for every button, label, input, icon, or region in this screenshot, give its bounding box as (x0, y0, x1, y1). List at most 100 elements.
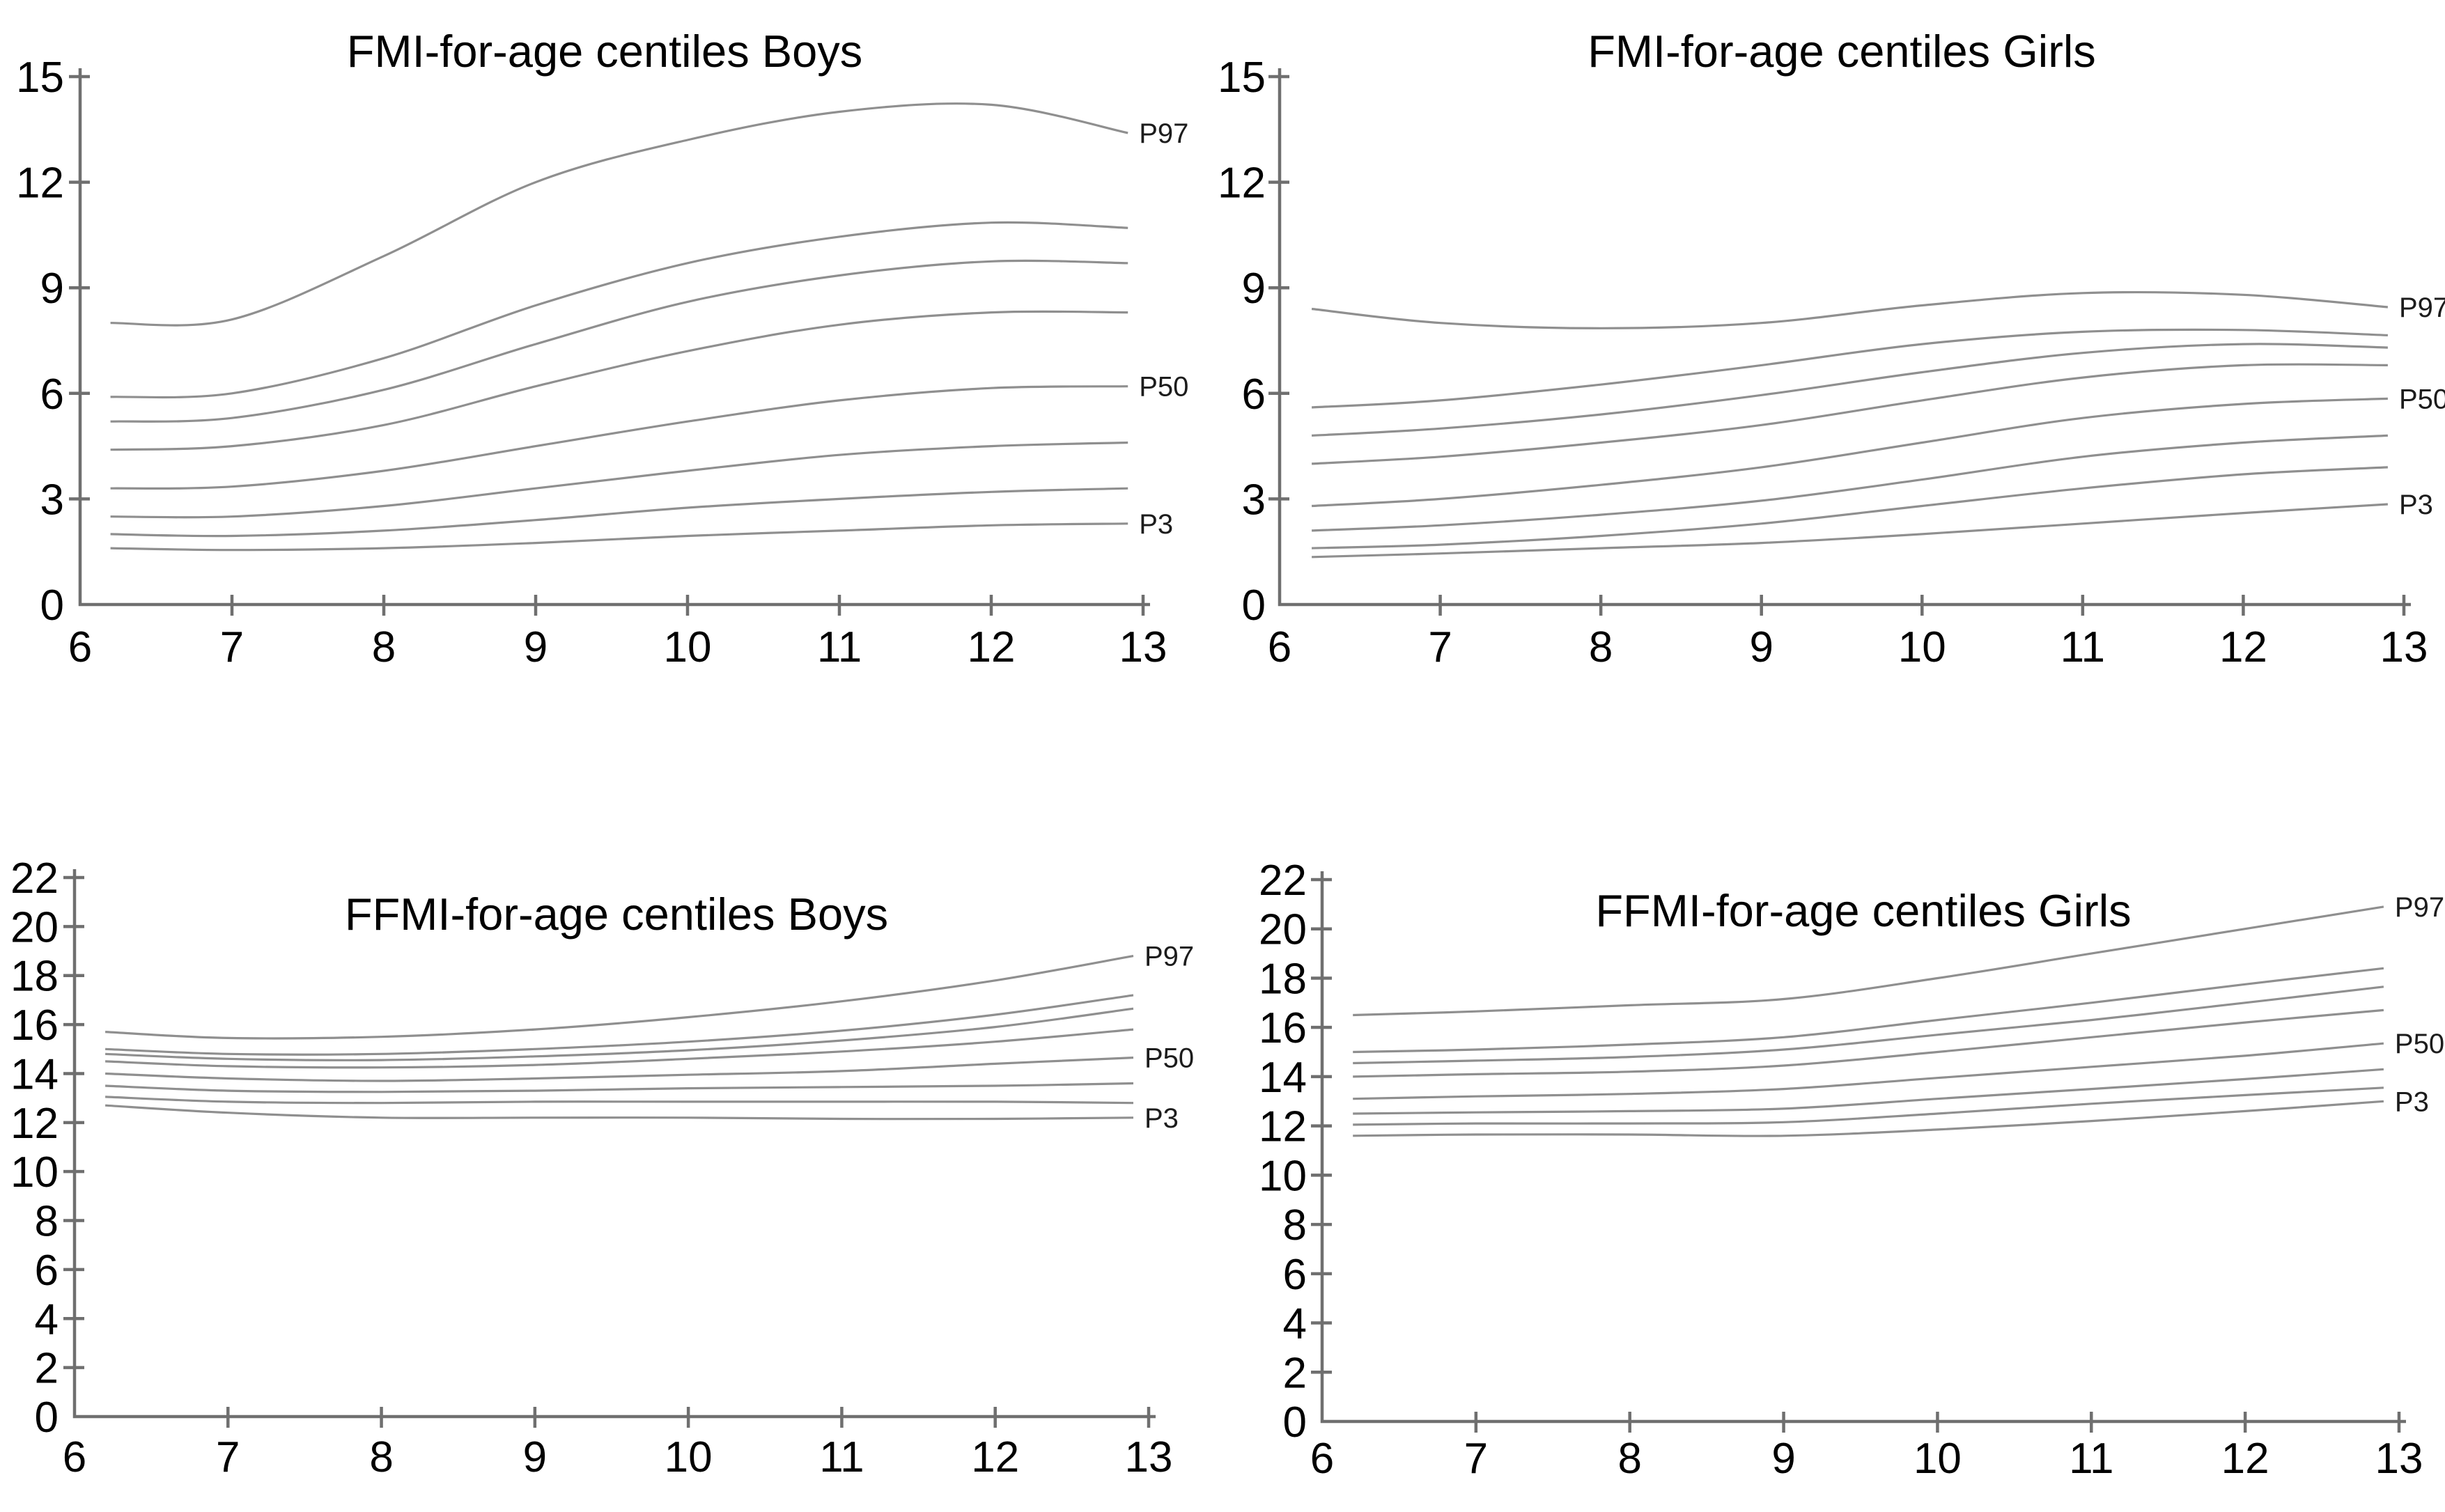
y-tick-label-6: 6 (40, 371, 64, 419)
x-tick-label-9: 9 (523, 1433, 547, 1481)
x-tick-label-12: 12 (2221, 1435, 2269, 1483)
centile-curve-c6-ffmi-boys (105, 1082, 1134, 1093)
centile-curve-P3-fmi-girls (1312, 503, 2388, 559)
y-tick-label-2: 2 (35, 1345, 59, 1393)
x-tick-label-6: 6 (1310, 1435, 1334, 1483)
y-tick-label-12: 12 (1259, 1103, 1307, 1151)
x-tick-label-8: 8 (1617, 1435, 1641, 1483)
y-tick-label-6: 6 (35, 1247, 59, 1295)
x-tick-label-11: 11 (817, 623, 862, 671)
x-tick-label-6: 6 (1268, 623, 1291, 671)
y-tick-label-3: 3 (40, 476, 64, 524)
y-tick-label-4: 4 (1283, 1300, 1307, 1348)
centile-curve-c4-fmi-girls (1312, 363, 2388, 465)
x-tick-label-10: 10 (664, 623, 712, 671)
centile-curve-c2-fmi-boys (110, 221, 1128, 399)
x-tick-label-7: 7 (220, 623, 244, 671)
centile-curve-P50-ffmi-girls (1353, 1042, 2384, 1100)
chart-fmi-boys: FMI-for-age centiles Boys 0 3 6 9 12 15 6 7 8 9 10… (16, 26, 1188, 671)
y-tick-label-15: 15 (16, 54, 64, 102)
chart-ffmi-girls: FFMI-for-age centiles Girls 024681012141… (1259, 857, 2444, 1483)
x-tick-label-9: 9 (1771, 1435, 1795, 1483)
y-tick-label-2: 2 (1283, 1349, 1307, 1397)
centile-curve-P3-fmi-boys (110, 522, 1128, 552)
x-tick-label-9: 9 (1749, 623, 1773, 671)
x-tick-label-12: 12 (971, 1433, 1019, 1481)
centile-curve-P50-fmi-boys (110, 385, 1128, 490)
y-tick-label-20: 20 (10, 903, 59, 951)
y-tick-label-10: 10 (10, 1148, 59, 1197)
x-tick-label-13: 13 (1119, 623, 1167, 671)
x-tick-label-13: 13 (1125, 1433, 1173, 1481)
y-tick-label-18: 18 (10, 953, 59, 1001)
x-tick-label-6: 6 (63, 1433, 86, 1481)
centile-curve-c2-ffmi-boys (105, 994, 1134, 1056)
centile-label-P3-fmi-boys: P3 (1139, 509, 1173, 540)
centile-curve-c7-ffmi-girls (1353, 1086, 2384, 1126)
y-tick-label-22: 22 (10, 855, 59, 903)
centile-curve-c6-fmi-girls (1312, 434, 2388, 532)
chart-title-ffmi-girls: FFMI-for-age centiles Girls (1595, 885, 2131, 936)
centile-curve-c7-ffmi-boys (105, 1096, 1134, 1105)
centile-curve-P50-fmi-girls (1312, 397, 2388, 508)
x-tick-label-7: 7 (216, 1433, 240, 1481)
y-tick-label-12: 12 (10, 1100, 59, 1148)
chart-title-fmi-boys: FMI-for-age centiles Boys (347, 26, 863, 77)
y-tick-label-0: 0 (40, 582, 64, 630)
y-tick-label-10: 10 (1259, 1152, 1307, 1200)
y-tick-label-18: 18 (1259, 955, 1307, 1003)
centile-curve-P3-ffmi-boys (105, 1104, 1134, 1121)
centile-curve-P50-ffmi-boys (105, 1057, 1134, 1082)
centile-curve-c3-fmi-girls (1312, 343, 2388, 437)
centile-curve-P97-fmi-girls (1311, 290, 2389, 329)
y-tick-label-16: 16 (10, 1001, 59, 1050)
centile-curve-P3-ffmi-girls (1353, 1100, 2384, 1137)
axes-fmi-girls (1278, 68, 2411, 607)
y-tick-label-9: 9 (40, 265, 64, 313)
centile-curve-c7-fmi-boys (110, 487, 1128, 538)
axes-fmi-boys (78, 68, 1150, 607)
y-tick-label-8: 8 (35, 1198, 59, 1246)
x-tick-label-12: 12 (968, 623, 1016, 671)
centile-label-P3-fmi-girls: P3 (2399, 490, 2433, 520)
centile-curve-c4-ffmi-boys (105, 1028, 1134, 1069)
y-tick-label-6: 6 (1283, 1251, 1307, 1299)
centile-label-P50-fmi-girls: P50 (2399, 384, 2445, 414)
x-tick-label-6: 6 (68, 623, 92, 671)
axes-ffmi-girls (1320, 871, 2406, 1424)
centile-curve-c3-ffmi-boys (105, 1007, 1134, 1061)
centile-label-P3-ffmi-girls: P3 (2395, 1086, 2429, 1117)
centile-label-P97-fmi-boys: P97 (1139, 118, 1188, 149)
centile-label-P50-ffmi-boys: P50 (1144, 1043, 1194, 1074)
x-tick-label-8: 8 (369, 1433, 393, 1481)
y-tick-label-0: 0 (35, 1394, 59, 1442)
x-tick-label-7: 7 (1428, 623, 1452, 671)
centile-curve-P97-fmi-boys (110, 102, 1128, 327)
x-tick-label-9: 9 (524, 623, 548, 671)
axes-ffmi-boys (72, 869, 1156, 1419)
x-tick-label-13: 13 (2375, 1435, 2423, 1483)
chart-fmi-girls: FMI-for-age centiles Girls 0 3 6 9 12 15 6 7 8 9 1… (1218, 26, 2445, 671)
plot-area-fmi-boys: 0 3 6 9 12 15 6 7 8 9 10 11 12 13 P97 P50 P3 (16, 54, 1188, 671)
x-tick-label-11: 11 (819, 1433, 864, 1481)
x-tick-label-13: 13 (2380, 623, 2428, 671)
centile-label-P50-fmi-boys: P50 (1139, 372, 1188, 403)
y-tick-label-0: 0 (1283, 1398, 1307, 1447)
y-tick-label-9: 9 (1242, 265, 1266, 313)
centile-curve-c7-fmi-girls (1312, 466, 2388, 550)
chart-title-ffmi-boys: FFMI-for-age centiles Boys (345, 889, 888, 940)
x-tick-label-11: 11 (2060, 623, 2105, 671)
y-tick-label-6: 6 (1242, 371, 1266, 419)
centile-curve-c2-ffmi-girls (1353, 967, 2384, 1054)
y-tick-label-0: 0 (1242, 582, 1266, 630)
x-tick-label-10: 10 (1914, 1435, 1962, 1483)
x-tick-label-8: 8 (1589, 623, 1613, 671)
y-tick-label-12: 12 (1218, 159, 1266, 208)
y-tick-label-15: 15 (1218, 54, 1266, 102)
centile-curve-c3-fmi-boys (110, 259, 1128, 423)
centile-label-P50-ffmi-girls: P50 (2395, 1029, 2444, 1059)
centile-curve-P97-ffmi-boys (105, 955, 1134, 1040)
centile-curve-c4-fmi-boys (110, 310, 1128, 451)
x-tick-label-12: 12 (2219, 623, 2267, 671)
